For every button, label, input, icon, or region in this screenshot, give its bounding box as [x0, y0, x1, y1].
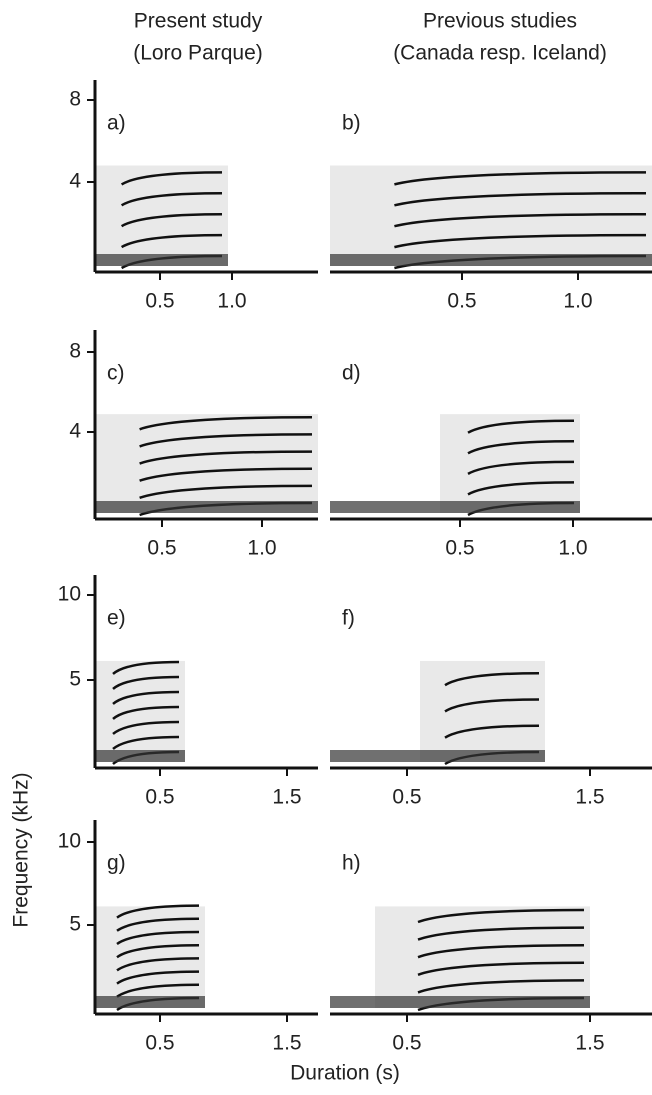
harmonic	[139, 484, 313, 500]
y-tick-label: 4	[69, 420, 81, 443]
harmonic	[116, 943, 200, 959]
harmonic	[444, 671, 540, 687]
y-axis-label: Frequency (kHz)	[10, 772, 33, 927]
x-tick-label: 1.5	[575, 786, 604, 809]
spectrogram	[95, 414, 318, 513]
panel-label: d)	[342, 362, 361, 385]
y-tick-label: 5	[69, 913, 81, 936]
harmonic	[120, 233, 223, 249]
x-tick-label: 0.5	[392, 1032, 421, 1055]
harmonic	[139, 450, 313, 465]
harmonic	[112, 675, 180, 690]
x-tick-label: 1.0	[563, 290, 592, 313]
x-tick-label: 1.0	[217, 290, 246, 313]
harmonic	[417, 943, 585, 959]
panels: 8 4 0.5 1.0 a) 0.5 1.0 b) 8 4 0.5 1.0 c) 0.5 1.0 d) 10 5 0…	[58, 80, 652, 1055]
panel-label: b)	[342, 112, 361, 135]
harmonic	[417, 961, 585, 976]
noise-band	[95, 750, 185, 762]
x-tick-label: 1.5	[272, 786, 301, 809]
x-tick-label: 1.5	[575, 1032, 604, 1055]
harmonic	[116, 904, 200, 919]
x-tick-label: 0.5	[445, 537, 474, 560]
harmonic	[116, 957, 200, 972]
x-axis-label: Duration (s)	[290, 1062, 400, 1085]
y-tick-label: 4	[69, 170, 81, 193]
harmonic	[417, 979, 585, 994]
x-tick-label: 0.5	[145, 290, 174, 313]
x-tick-label: 0.5	[145, 1032, 174, 1055]
x-tick-label: 0.5	[145, 786, 174, 809]
harmonic	[120, 192, 223, 207]
panel-label: g)	[107, 852, 126, 875]
harmonic	[120, 212, 223, 228]
noise-band	[330, 254, 652, 266]
column-title: Present study	[134, 10, 263, 33]
harmonic	[394, 233, 647, 249]
noise-band	[95, 501, 318, 513]
x-tick-label: 1.5	[272, 1032, 301, 1055]
harmonic	[112, 735, 180, 750]
column-title: Previous studies	[423, 10, 577, 33]
panel-label: e)	[107, 607, 126, 630]
noise-band	[330, 996, 590, 1008]
y-tick-label: 5	[69, 668, 81, 691]
harmonic	[112, 705, 180, 720]
panel-label: a)	[107, 112, 126, 135]
noise-band	[330, 501, 580, 513]
harmonic	[139, 433, 313, 448]
harmonic	[116, 930, 200, 946]
harmonic	[120, 171, 223, 186]
panel-label: h)	[342, 852, 361, 875]
x-tick-label: 0.5	[447, 290, 476, 313]
harmonic	[112, 690, 180, 705]
harmonic	[467, 440, 575, 455]
harmonic	[116, 970, 200, 985]
harmonic	[444, 724, 540, 739]
harmonic	[139, 467, 313, 482]
spectrogram	[420, 660, 545, 762]
x-tick-label: 0.5	[392, 786, 421, 809]
x-tick-label: 1.0	[247, 537, 276, 560]
harmonic	[394, 212, 647, 228]
harmonic	[139, 416, 313, 431]
harmonic	[112, 660, 180, 675]
harmonic	[394, 171, 647, 186]
harmonic	[467, 419, 575, 434]
spectrogram	[375, 906, 590, 1008]
noise-band	[95, 996, 205, 1008]
harmonic	[417, 926, 585, 941]
harmonic	[112, 720, 180, 735]
noise-band	[95, 254, 228, 266]
harmonic	[467, 460, 575, 475]
y-tick-label: 10	[58, 583, 81, 606]
harmonic	[116, 983, 200, 998]
x-tick-label: 0.5	[147, 537, 176, 560]
y-tick-label: 8	[69, 340, 81, 363]
y-tick-label: 10	[58, 830, 81, 853]
harmonic	[444, 698, 540, 713]
y-tick-label: 8	[69, 88, 81, 111]
x-tick-label: 1.0	[558, 537, 587, 560]
column-subtitle: (Canada resp. Iceland)	[393, 42, 607, 65]
column-subtitle: (Loro Parque)	[133, 42, 263, 65]
harmonic	[394, 192, 647, 207]
harmonic	[116, 917, 200, 932]
noise-band	[330, 750, 545, 762]
harmonic	[417, 908, 585, 924]
harmonic	[467, 481, 575, 496]
spectrogram	[95, 906, 205, 1008]
panel-label: c)	[107, 362, 125, 385]
panel-label: f)	[342, 607, 355, 630]
